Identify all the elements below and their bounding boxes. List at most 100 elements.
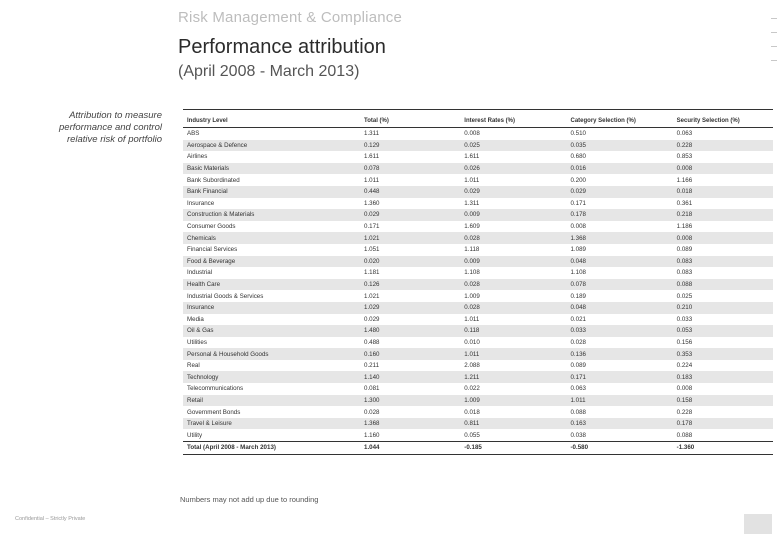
value-cell: 0.218 [672, 209, 773, 221]
value-cell: 0.448 [360, 185, 461, 198]
value-cell: 0.088 [676, 431, 693, 439]
value-cell: 1.311 [464, 199, 480, 207]
value-cell: 2.088 [464, 362, 480, 370]
value-cell: 0.029 [364, 315, 380, 323]
value-cell: 0.178 [672, 417, 773, 430]
table-row: Basic Materials 0.078 0.026 0.016 0.008 [183, 162, 773, 175]
table-row: Airlines 1.611 1.611 0.680 0.853 [183, 151, 773, 163]
value-cell: 0.029 [360, 209, 461, 221]
page-title: Performance attribution [178, 36, 386, 58]
value-cell: 1.051 [364, 246, 380, 254]
value-cell: 1.160 [364, 431, 380, 439]
attribution-table: Industry Level Total (%) Interest Rates … [183, 109, 773, 455]
tick-mark [771, 46, 777, 47]
value-cell: 1.108 [570, 269, 586, 277]
value-cell: 0.083 [676, 269, 693, 277]
value-cell: 0.488 [364, 338, 380, 346]
industry-cell: Real [187, 362, 200, 370]
table-row: ABS 1.311 0.008 0.510 0.063 [183, 128, 773, 140]
table-row: Consumer Goods 0.171 1.609 0.008 1.186 [183, 221, 773, 233]
value-cell: 1.009 [464, 292, 480, 300]
table-row: Industrial 1.181 1.108 1.108 0.083 [183, 267, 773, 279]
value-cell: 0.018 [672, 185, 773, 198]
value-cell: 0.136 [566, 348, 673, 360]
industry-cell: Retail [183, 394, 360, 407]
value-cell: 0.680 [570, 153, 586, 161]
value-cell: 0.210 [672, 301, 773, 314]
value-cell: 0.089 [570, 362, 586, 370]
industry-cell: Industrial Goods & Services [187, 292, 264, 300]
value-cell: 0.008 [676, 385, 693, 393]
value-cell: 1.480 [360, 325, 461, 337]
value-cell: 1.360 [364, 199, 380, 207]
industry-cell: Personal & Household Goods [183, 348, 360, 360]
value-cell: 0.088 [570, 408, 586, 416]
table-row: Media 0.029 1.011 0.021 0.033 [183, 314, 773, 326]
value-cell: 0.156 [676, 338, 693, 346]
table-row: Telecommunications 0.081 0.022 0.063 0.008 [183, 383, 773, 395]
value-cell: 0.028 [460, 232, 567, 244]
table-row: Utilities 0.488 0.010 0.028 0.156 [183, 337, 773, 349]
value-cell: 0.353 [672, 348, 773, 360]
value-cell: 0.178 [566, 209, 673, 221]
value-cell: 0.171 [570, 199, 586, 207]
value-cell: 1.011 [464, 315, 480, 323]
value-cell: 0.053 [672, 325, 773, 337]
table-row: Real 0.211 2.088 0.089 0.224 [183, 360, 773, 372]
table-row: Personal & Household Goods 0.160 1.011 0.13… [183, 348, 773, 360]
industry-cell: Technology [183, 371, 360, 384]
value-cell: 1.011 [464, 176, 480, 184]
value-cell: 0.083 [672, 255, 773, 268]
value-cell: 0.171 [364, 223, 380, 231]
value-cell: 1.009 [460, 394, 567, 407]
value-cell: 0.171 [566, 371, 673, 384]
industry-cell: Utility [187, 431, 203, 439]
value-cell: 0.025 [676, 292, 693, 300]
value-cell: 0.361 [676, 199, 693, 207]
value-cell: 0.129 [360, 139, 461, 152]
value-cell: 1.300 [360, 394, 461, 407]
value-cell: 1.118 [464, 246, 480, 254]
value-cell: 1.021 [360, 232, 461, 244]
industry-cell: ABS [187, 130, 200, 138]
value-cell: 1.611 [364, 153, 380, 161]
value-cell: 0.025 [460, 139, 567, 152]
value-cell: 1.011 [364, 176, 380, 184]
industry-cell: Oil & Gas [183, 325, 360, 337]
table-row: Construction & Materials 0.029 0.009 0.178 0… [183, 209, 773, 221]
value-cell: 0.029 [566, 185, 673, 198]
industry-cell: Aerospace & Defence [183, 139, 360, 152]
table-row: Utility 1.160 0.055 0.038 0.088 [183, 429, 773, 441]
value-cell: 1.108 [464, 269, 480, 277]
value-cell: 1.368 [360, 417, 461, 430]
value-cell: 0.163 [566, 417, 673, 430]
industry-cell: Utilities [187, 338, 207, 346]
value-cell: 0.018 [464, 408, 480, 416]
total-value-cell: 1.044 [360, 441, 461, 455]
industry-cell: Bank Financial [183, 185, 360, 198]
value-cell: 0.016 [566, 162, 673, 175]
tick-mark [771, 60, 777, 61]
value-cell: 0.063 [570, 385, 586, 393]
industry-cell: Chemicals [183, 232, 360, 244]
value-cell: 1.609 [464, 223, 480, 231]
value-cell: 0.183 [672, 371, 773, 384]
footnote: Numbers may not add up due to rounding [180, 495, 319, 504]
industry-cell: Consumer Goods [187, 223, 236, 231]
page-footer: Confidential – Strictly Private [15, 516, 86, 522]
value-cell: 1.029 [360, 301, 461, 314]
value-cell: 0.048 [566, 255, 673, 268]
value-cell: 0.008 [464, 130, 480, 138]
value-cell: 0.035 [566, 139, 673, 152]
value-cell: 0.038 [570, 431, 586, 439]
table-row: Insurance 1.360 1.311 0.171 0.361 [183, 198, 773, 210]
value-cell: 1.089 [570, 246, 586, 254]
value-cell: 0.126 [360, 278, 461, 291]
industry-cell: Government Bonds [187, 408, 241, 416]
value-cell: 1.611 [464, 153, 480, 161]
value-cell: 0.228 [676, 408, 693, 416]
value-cell: 0.055 [464, 431, 480, 439]
value-cell: 1.181 [364, 269, 380, 277]
table-row: Travel & Leisure 1.368 0.811 0.163 0.178 [183, 417, 773, 430]
column-header: Interest Rates (%) [460, 109, 567, 128]
